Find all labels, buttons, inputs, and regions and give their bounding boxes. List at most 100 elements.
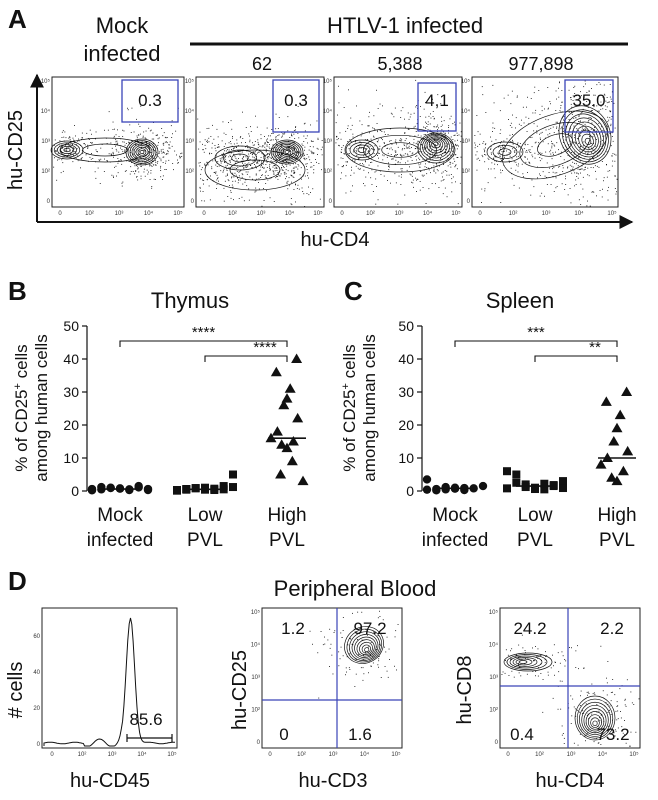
svg-text:10²: 10²	[85, 211, 94, 217]
flow-plot-a-1-ticks: 0 10² 10³ 10⁴ 10⁵ 10⁵ 10⁴ 10³ 10² 0	[41, 78, 183, 217]
histogram-frame	[41, 607, 178, 749]
cd4-x-label: hu-CD4	[536, 770, 605, 792]
quadrant-value: 0	[279, 725, 288, 744]
data-point	[281, 393, 293, 403]
svg-text:10⁵: 10⁵	[185, 78, 195, 85]
svg-text:0: 0	[50, 752, 54, 758]
data-point	[229, 470, 237, 479]
panel-c-y-label: % of CD25+ cells among human cells	[340, 334, 379, 481]
data-point	[97, 482, 106, 492]
svg-text:10³: 10³	[567, 752, 576, 758]
plot-header-977898: 977,898	[508, 54, 573, 74]
svg-text:10³: 10³	[323, 139, 332, 145]
cd4-quadrant-plot-ticks: 0 10² 10³ 10⁴ 10⁵ 10⁵ 10⁴ 10³ 10² 0	[489, 609, 639, 758]
svg-text:0: 0	[202, 211, 206, 217]
panel-c-y-label-line1: % of CD25	[340, 389, 359, 471]
svg-text:10⁵: 10⁵	[41, 78, 51, 85]
flow-plot-a-4: 0 10² 10³ 10⁴ 10⁵ 10⁵ 10⁴ 10³ 10² 0 35.0	[461, 76, 619, 217]
data-point	[281, 442, 293, 453]
category-label: PVL	[187, 530, 223, 551]
svg-text:10²: 10²	[535, 752, 544, 758]
svg-text:10⁴: 10⁴	[489, 642, 499, 649]
data-point	[559, 477, 567, 486]
data-point	[622, 445, 634, 456]
svg-text:0: 0	[268, 752, 272, 758]
svg-text:0: 0	[340, 211, 344, 217]
data-point	[611, 422, 623, 433]
svg-text:10³: 10³	[461, 139, 470, 145]
y-tick-label: 50	[63, 318, 79, 334]
panel-c-y-label-cells: cells	[340, 344, 359, 383]
svg-text:10³: 10³	[185, 139, 194, 145]
svg-text:0: 0	[47, 199, 51, 205]
histogram-gate	[126, 734, 173, 742]
cd4-quadrant-plot-frame	[499, 607, 641, 749]
flow-plot-a-3-ticks: 0 10² 10³ 10⁴ 10⁵ 10⁵ 10⁴ 10³ 10² 0	[323, 78, 461, 217]
svg-text:10³: 10³	[542, 211, 551, 217]
svg-text:10⁵: 10⁵	[323, 78, 333, 85]
flow-plot-a-1: 0 10² 10³ 10⁴ 10⁵ 10⁵ 10⁴ 10³ 10² 0 0.3	[41, 76, 185, 217]
panel-a: A Mock infected HTLV-1 infected 62 5,388…	[5, 4, 634, 251]
panel-b-y-label-sup: +	[12, 383, 24, 389]
quadrant-value: 2.2	[600, 619, 624, 638]
cd3-y-label: hu-CD25	[229, 650, 251, 730]
svg-text:10⁵: 10⁵	[391, 751, 401, 758]
data-point	[292, 412, 304, 423]
svg-text:10³: 10³	[257, 211, 266, 217]
category-label: Low	[518, 505, 553, 526]
cd4-quadrant-plot: 0 10² 10³ 10⁴ 10⁵ 10⁵ 10⁴ 10³ 10² 0 24.2 2.2 0.4 73.2	[489, 607, 641, 758]
plot-header-62: 62	[252, 54, 272, 74]
svg-text:10⁵: 10⁵	[251, 609, 261, 616]
series-circle	[87, 481, 153, 495]
data-point	[106, 483, 115, 493]
data-point	[595, 459, 607, 469]
panel-b-y-label-line2: among human cells	[32, 334, 51, 481]
series-square	[503, 467, 567, 494]
svg-text:10⁴: 10⁴	[41, 108, 51, 115]
panel-b-y-label: % of CD25+ cells among human cells	[12, 334, 51, 481]
data-point	[540, 479, 549, 488]
svg-text:10³: 10³	[251, 675, 260, 681]
svg-text:10⁴: 10⁴	[251, 642, 261, 649]
series-circle	[422, 475, 488, 495]
mock-label-line1: Mock	[96, 13, 150, 38]
mock-label-line2: infected	[83, 41, 160, 66]
data-point	[559, 484, 567, 493]
svg-text:0: 0	[478, 211, 482, 217]
category-label: High	[267, 505, 306, 526]
svg-text:10⁵: 10⁵	[607, 210, 617, 217]
histogram-curve	[43, 617, 175, 747]
category-label: infected	[422, 530, 489, 551]
svg-text:10³: 10³	[115, 211, 124, 217]
category-label: Mock	[97, 505, 143, 526]
flow-plot-a-4-events	[474, 80, 618, 207]
category-label: High	[597, 505, 636, 526]
svg-text:10³: 10³	[395, 211, 404, 217]
flow-plot-a-2-ticks: 0 10² 10³ 10⁴ 10⁵ 10⁵ 10⁴ 10³ 10² 0	[185, 78, 323, 217]
svg-text:10²: 10²	[509, 211, 518, 217]
svg-text:60: 60	[33, 634, 40, 640]
data-point	[521, 483, 530, 492]
data-point	[143, 485, 153, 495]
data-point	[271, 426, 283, 436]
data-point	[278, 399, 290, 410]
svg-text:10⁴: 10⁴	[461, 108, 471, 115]
y-tick-label: 40	[398, 351, 414, 367]
svg-text:10⁵: 10⁵	[313, 210, 323, 217]
cd3-x-label: hu-CD3	[299, 770, 368, 792]
panel-b: B Thymus % of CD25+ cells among human ce…	[8, 276, 309, 551]
svg-text:10²: 10²	[185, 169, 194, 175]
data-point	[621, 386, 633, 396]
y-tick-label: 40	[63, 351, 79, 367]
y-tick-label: 10	[63, 450, 79, 466]
svg-text:10²: 10²	[323, 169, 332, 175]
data-point	[617, 465, 629, 476]
gate-box	[564, 79, 614, 133]
y-axis: 0 10 20 30 40 50	[63, 318, 88, 499]
svg-text:10⁴: 10⁴	[144, 210, 154, 217]
quadrant-value: 1.2	[281, 619, 305, 638]
panel-letter-c: C	[344, 276, 363, 306]
svg-text:10²: 10²	[41, 169, 50, 175]
svg-text:10²: 10²	[78, 752, 87, 758]
